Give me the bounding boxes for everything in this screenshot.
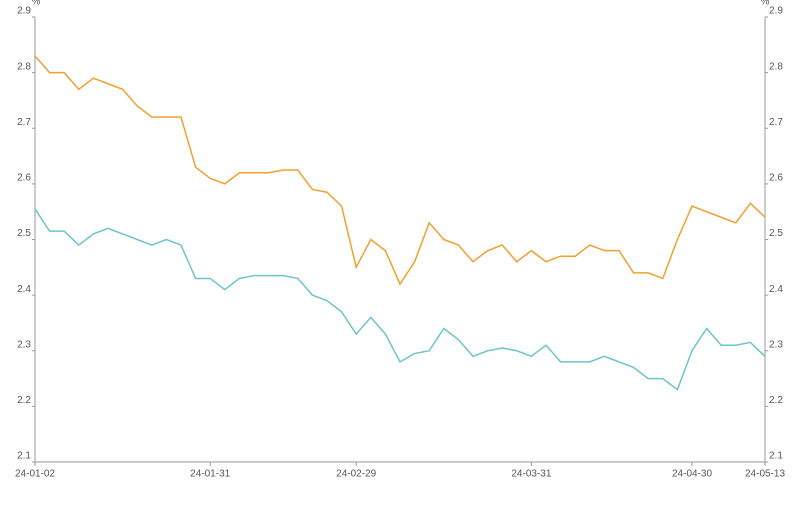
x-tick-label: 24-03-31	[511, 469, 551, 480]
line-series	[34, 55, 766, 286]
y-tick-label: 2.6	[17, 173, 31, 184]
y2-unit: %	[761, 0, 770, 8]
y2-tick-label: 2.3	[769, 339, 783, 350]
y-unit: %	[32, 0, 41, 8]
x-tick-label: 24-05-13	[745, 469, 785, 480]
y2-tick-label: 2.6	[769, 173, 783, 184]
y2-tick-label: 2.2	[769, 395, 783, 406]
x-tick-label: 24-04-30	[672, 469, 712, 480]
y-tick-label: 2.2	[17, 395, 31, 406]
x-tick-label: 24-01-02	[15, 469, 55, 480]
line-series	[34, 208, 766, 391]
y2-tick-label: 2.4	[769, 284, 783, 295]
x-tick-label: 24-01-31	[190, 469, 230, 480]
y-tick-label: 2.9	[17, 6, 31, 17]
y-tick-label: 2.4	[17, 284, 31, 295]
y2-tick-label: 2.5	[769, 228, 783, 239]
y-tick-label: 2.1	[17, 451, 31, 462]
y-tick-label: 2.3	[17, 339, 31, 350]
y2-tick-label: 2.7	[769, 117, 783, 128]
y2-tick-label: 2.9	[769, 6, 783, 17]
y-tick-label: 2.8	[17, 61, 31, 72]
x-tick-label: 24-02-29	[336, 469, 376, 480]
y2-tick-label: 2.1	[769, 451, 783, 462]
y-tick-label: 2.7	[17, 117, 31, 128]
y-tick-label: 2.5	[17, 228, 31, 239]
y2-tick-label: 2.8	[769, 61, 783, 72]
